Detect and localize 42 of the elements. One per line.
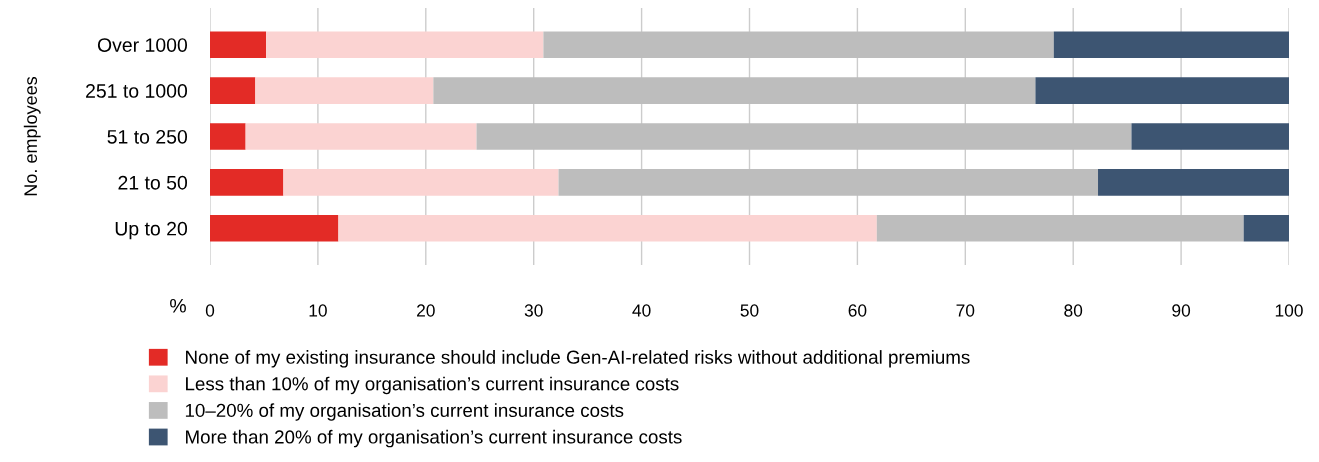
y-tick-label: 21 to 50 [118,175,188,190]
y-axis-title: No. employees [23,76,41,196]
bar [1035,77,1289,104]
bar [245,123,477,150]
legend-label: None of my existing insurance should include Gen-AI-related risks without additional premiums [186,350,970,368]
bar [1131,123,1289,150]
x-tick-label: 50 [740,304,759,317]
bar [210,169,284,196]
bar [1098,169,1289,196]
bar [558,169,1099,196]
y-tick-label: Up to 20 [115,221,188,240]
x-tick-label: 20 [417,304,435,317]
legend-label: 10–20% of my organisation’s current insurance costs [185,403,624,421]
bar [266,31,544,59]
bar [338,214,877,242]
bar [255,77,434,104]
x-tick-label: 0 [205,304,215,317]
bar [210,77,256,104]
bar [876,214,1244,242]
legend-label: Less than 10% of my organisation’s current insurance costs [186,376,679,395]
bar [433,77,1036,104]
x-tick-label: 30 [524,304,543,317]
x-tick-label: 100 [1275,304,1303,317]
x-tick-label: 70 [956,304,975,317]
bar [210,214,339,242]
bar [543,31,1054,59]
bar [1243,214,1289,242]
x-tick-label: 60 [848,304,867,317]
x-tick-label: 90 [1172,304,1191,317]
x-axis-title: % [170,299,186,313]
bar [283,169,559,196]
y-tick-label: 251 to 1000 [86,84,188,98]
bar [210,123,246,150]
y-tick-label: 51 to 250 [107,129,188,144]
y-tick-label: Over 1000 [97,38,188,52]
bar [210,31,267,59]
bar [476,123,1132,150]
legend-label: More than 20% of my organisation’s current insurance costs [186,429,682,448]
x-tick-label: 40 [632,304,651,317]
bar [1053,31,1289,59]
x-tick-label: 80 [1064,304,1083,317]
x-tick-label: 10 [309,304,327,317]
